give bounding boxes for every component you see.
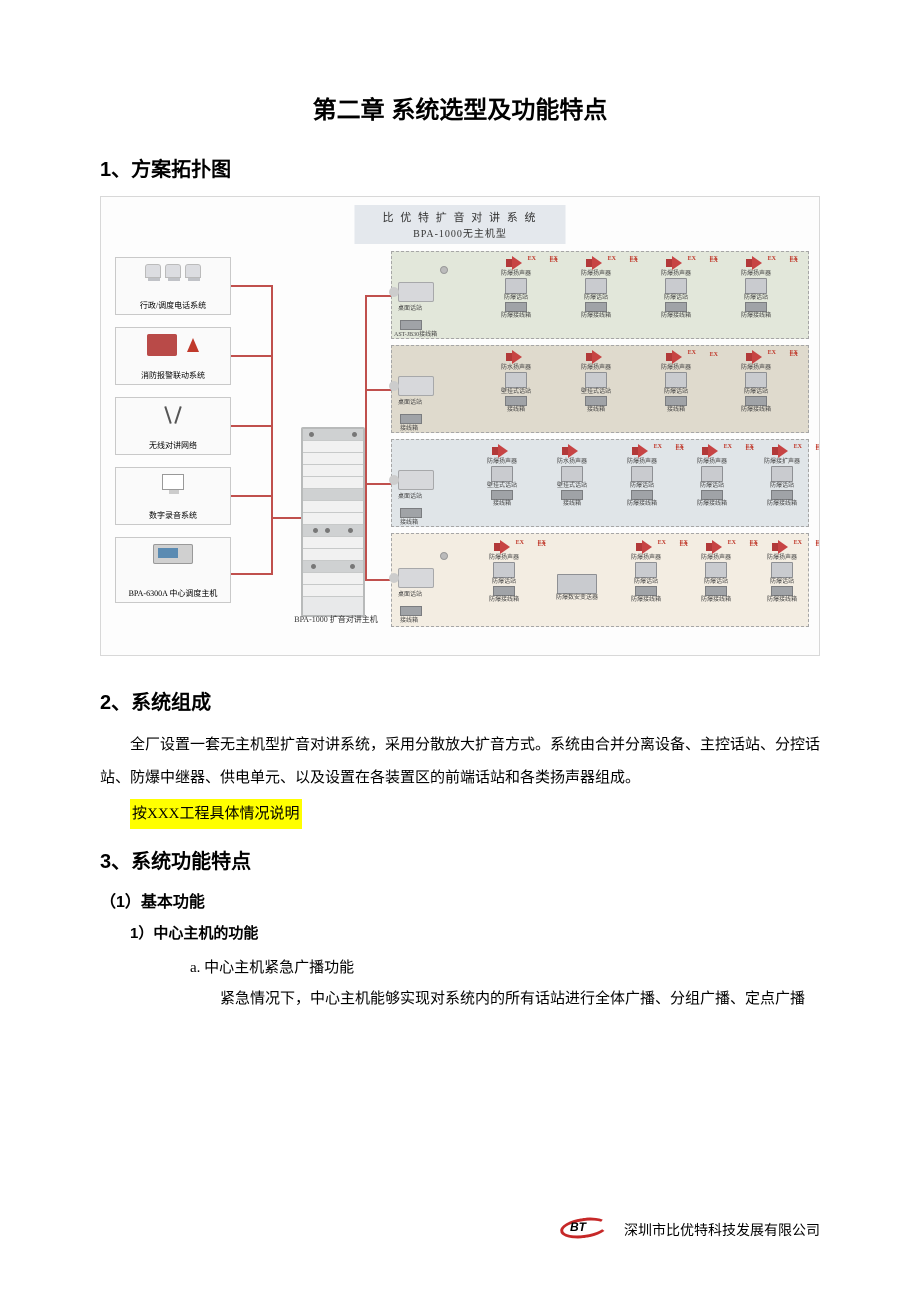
rack	[301, 427, 365, 617]
unit-label: AST-JB30接线箱	[394, 332, 437, 338]
left-box-label: 消防报警联动系统	[141, 370, 205, 381]
topology-diagram: 比 优 特 扩 音 对 讲 系 统 BPA-1000无主机型 行政/调度电话系统…	[100, 196, 820, 656]
company-logo-icon: BT	[560, 1216, 614, 1244]
section-3-title: 3、系统功能特点	[100, 845, 820, 874]
item-a-body: 紧急情况下，中心主机能够实现对系统内的所有话站进行全体广播、分组广播、定点广播	[220, 983, 820, 1016]
left-box-recording: 数字录音系统	[115, 467, 231, 525]
zone-1: 桌面话站 AST-JB30接线箱 EX 防爆扬声器 EX 防爆话站 EX 防爆接…	[391, 251, 809, 339]
diagram-header: 比 优 特 扩 音 对 讲 系 统 BPA-1000无主机型	[355, 205, 566, 244]
sub-2-label: 1）中心主机的功能	[130, 922, 820, 943]
rack-label: BPA-1000 扩音对讲主机	[281, 614, 391, 625]
zone-2: 桌面话站 接线箱 防水扬声器 壁挂式话站 接线箱 防爆扬声器 壁挂式话站 接线箱…	[391, 345, 809, 433]
zone-4: 桌面话站 接线箱 EX防爆扬声器 EX防爆话站 EX防爆接线箱 防爆数安变送器 …	[391, 533, 809, 627]
left-box-fire-alarm: 消防报警联动系统	[115, 327, 231, 385]
left-box-label: 无线对讲网络	[149, 440, 197, 451]
section-2-title: 2、系统组成	[100, 686, 820, 715]
unit-label: 桌面话站	[398, 306, 422, 312]
section-1-title: 1、方案拓扑图	[100, 153, 820, 182]
jbox-icon	[400, 320, 422, 330]
page-footer: BT 深圳市比优特科技发展有限公司	[560, 1216, 820, 1244]
diagram-title-1: 比 优 特 扩 音 对 讲 系 统	[383, 209, 538, 225]
speaker-icon: EX	[506, 256, 526, 270]
station-icon: EX	[505, 278, 527, 294]
item-a-label: a. 中心主机紧急广播功能	[190, 953, 820, 983]
zone-3: 桌面话站 接线箱 防爆扬声器 壁挂式话站 接线箱 防水扬声器 壁挂式话站 接线箱…	[391, 439, 809, 527]
left-box-label: BPA-6300A 中心调度主机	[129, 589, 218, 599]
footer-company-name: 深圳市比优特科技发展有限公司	[624, 1220, 820, 1240]
mic-icon	[440, 266, 448, 274]
section-2-paragraph: 全厂设置一套无主机型扩音对讲系统，采用分散放大扩音方式。系统由合并分离设备、主控…	[100, 729, 820, 795]
sub-1-label: （1）基本功能	[100, 888, 820, 912]
left-systems-column: 行政/调度电话系统 消防报警联动系统 无线对讲网络 数字录音系统 BPA-630…	[115, 257, 231, 603]
left-box-dispatch: BPA-6300A 中心调度主机	[115, 537, 231, 603]
chapter-title: 第二章 系统选型及功能特点	[100, 90, 820, 125]
left-box-wireless: 无线对讲网络	[115, 397, 231, 455]
left-box-label: 行政/调度电话系统	[140, 300, 206, 311]
highlight-note: 按XXX工程具体情况说明	[130, 799, 302, 829]
jbox-icon: EX	[505, 302, 527, 312]
left-box-telephone: 行政/调度电话系统	[115, 257, 231, 315]
logo-text: BT	[570, 1220, 586, 1234]
desk-station-icon	[398, 282, 434, 302]
left-box-label: 数字录音系统	[149, 510, 197, 521]
diagram-title-2: BPA-1000无主机型	[383, 225, 538, 240]
